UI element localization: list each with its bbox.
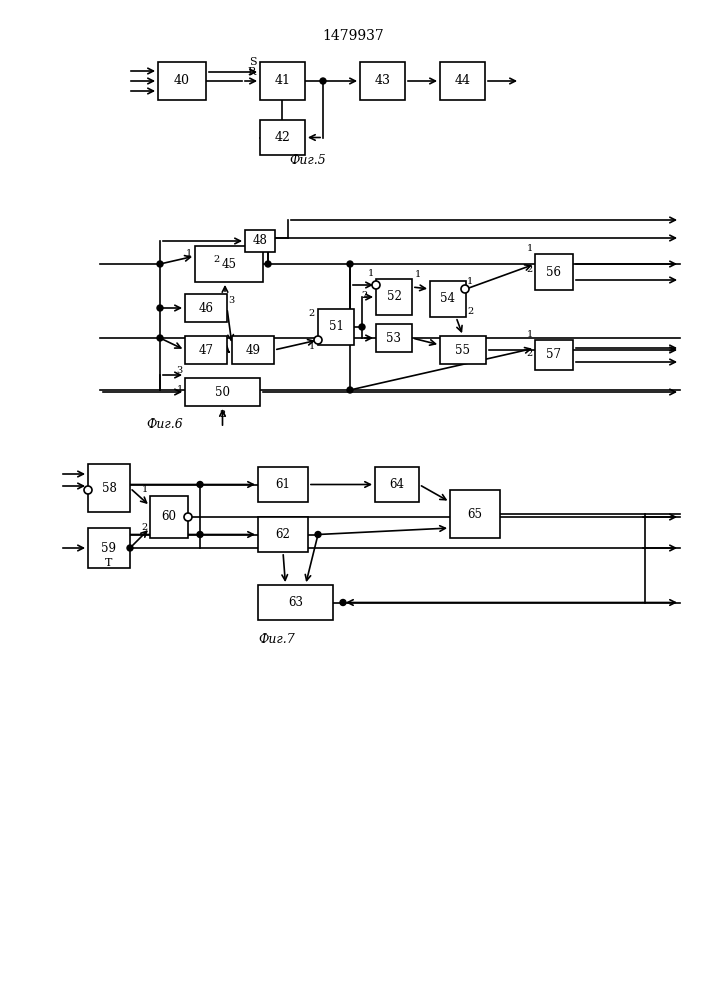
Circle shape — [359, 324, 365, 330]
Text: 59: 59 — [102, 542, 117, 554]
Bar — [440, 336, 486, 364]
Circle shape — [157, 305, 163, 311]
Text: 3: 3 — [228, 296, 234, 305]
Text: 54: 54 — [440, 292, 455, 306]
Text: 1: 1 — [527, 330, 533, 339]
Bar — [376, 324, 412, 352]
Circle shape — [197, 482, 203, 488]
Text: 52: 52 — [387, 290, 402, 304]
Text: 49: 49 — [245, 344, 260, 357]
Bar — [232, 336, 274, 364]
Text: 57: 57 — [547, 349, 561, 361]
Text: 46: 46 — [199, 302, 214, 314]
Text: 53: 53 — [387, 332, 402, 344]
Circle shape — [461, 285, 469, 293]
Bar — [430, 281, 466, 317]
Bar — [258, 467, 308, 502]
Bar — [375, 467, 419, 502]
Text: T: T — [105, 558, 112, 568]
Circle shape — [340, 599, 346, 605]
Bar — [185, 294, 227, 322]
Text: 56: 56 — [547, 265, 561, 278]
Text: 64: 64 — [390, 478, 404, 491]
Circle shape — [314, 336, 322, 344]
Text: 1: 1 — [186, 248, 192, 257]
Text: 55: 55 — [455, 344, 470, 357]
Text: 1: 1 — [309, 342, 315, 351]
Text: 1: 1 — [141, 485, 148, 494]
Text: 2: 2 — [219, 410, 226, 419]
Bar — [535, 340, 573, 370]
Text: S: S — [250, 57, 257, 67]
Text: 2: 2 — [467, 308, 473, 316]
Bar — [150, 496, 188, 538]
Bar — [318, 309, 354, 345]
Text: 48: 48 — [252, 234, 267, 247]
Bar — [195, 246, 263, 282]
Bar — [88, 528, 130, 568]
Text: 62: 62 — [276, 528, 291, 541]
Circle shape — [265, 261, 271, 267]
Circle shape — [127, 545, 133, 551]
Text: 42: 42 — [274, 131, 291, 144]
Bar — [158, 62, 206, 100]
Circle shape — [157, 261, 163, 267]
Bar — [245, 230, 275, 252]
Text: 47: 47 — [199, 344, 214, 357]
Text: 3: 3 — [177, 366, 183, 375]
Bar — [360, 62, 405, 100]
Circle shape — [197, 532, 203, 538]
Circle shape — [372, 281, 380, 289]
Text: 2: 2 — [527, 349, 533, 358]
Text: 60: 60 — [161, 510, 177, 524]
Bar — [450, 490, 500, 538]
Text: 44: 44 — [455, 75, 470, 88]
Text: 40: 40 — [174, 75, 190, 88]
Text: 1: 1 — [527, 244, 533, 253]
Text: 41: 41 — [274, 75, 291, 88]
Text: Фиг.7: Фиг.7 — [258, 633, 295, 646]
Bar — [440, 62, 485, 100]
Text: 43: 43 — [375, 75, 390, 88]
Text: 63: 63 — [288, 596, 303, 609]
Text: 58: 58 — [102, 482, 117, 494]
Circle shape — [84, 486, 92, 494]
Text: R: R — [247, 67, 256, 77]
Text: 2: 2 — [213, 255, 219, 264]
Text: 1: 1 — [415, 270, 421, 279]
Bar — [88, 464, 130, 512]
Circle shape — [347, 261, 353, 267]
Text: 2: 2 — [141, 524, 148, 532]
Circle shape — [157, 335, 163, 341]
Text: 1: 1 — [177, 385, 183, 394]
Bar — [258, 585, 333, 620]
Bar — [185, 378, 260, 406]
Circle shape — [184, 513, 192, 521]
Text: Фиг.5: Фиг.5 — [290, 153, 327, 166]
Text: 1: 1 — [467, 277, 473, 286]
Text: 65: 65 — [467, 508, 482, 520]
Text: Фиг.6: Фиг.6 — [146, 418, 183, 432]
Text: 1479937: 1479937 — [322, 29, 384, 43]
Bar — [535, 254, 573, 290]
Bar — [258, 517, 308, 552]
Text: 45: 45 — [221, 257, 237, 270]
Bar — [260, 62, 305, 100]
Circle shape — [347, 387, 353, 393]
Text: 50: 50 — [215, 385, 230, 398]
Circle shape — [320, 78, 326, 84]
Text: 2: 2 — [309, 310, 315, 318]
Text: 51: 51 — [329, 320, 344, 334]
Text: 1: 1 — [368, 269, 374, 278]
Circle shape — [315, 532, 321, 538]
Bar — [376, 279, 412, 315]
Bar — [260, 120, 305, 155]
Bar — [185, 336, 227, 364]
Text: 61: 61 — [276, 478, 291, 491]
Text: 2: 2 — [362, 290, 368, 300]
Text: 2: 2 — [527, 265, 533, 274]
